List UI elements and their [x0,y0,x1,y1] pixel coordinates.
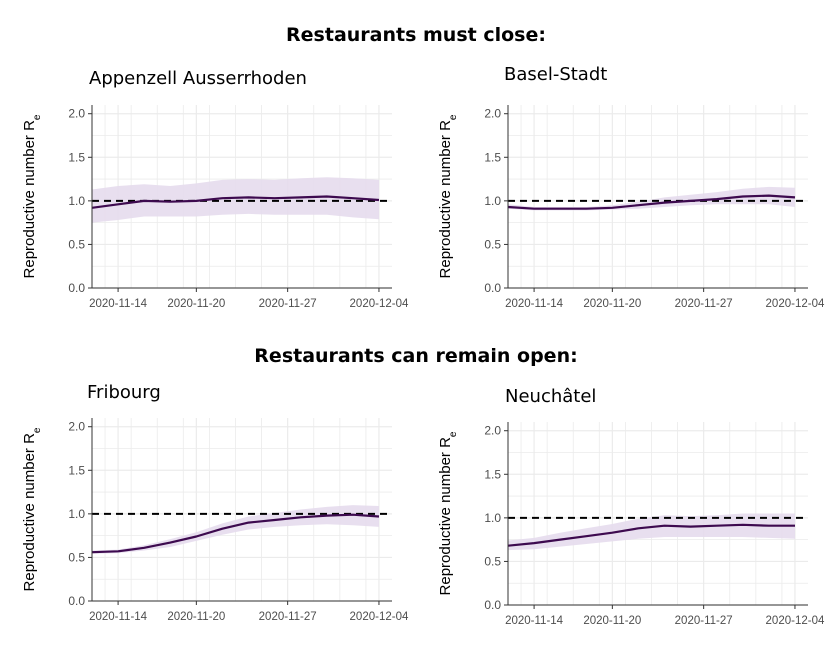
x-tick-label: 2020-11-14 [505,298,564,310]
chart-neuchatel: 0.0 0.5 1.0 1.5 2.0 2020-11-14 2020-11-20 2020-… [437,422,825,627]
y-tick-label: 1.0 [68,507,85,521]
y-tick-label: 0.0 [68,594,85,608]
x-tick-label: 2020-11-27 [675,615,733,627]
y-axis-title: Reproductive number Re [21,427,43,591]
confidence-band [92,177,379,223]
y-tick-label: 1.5 [68,463,85,477]
y-tick-label: 2.0 [484,107,501,121]
y-tick-label: 0.5 [484,237,501,251]
x-tick-label: 2020-12-04 [766,615,825,627]
x-tick-label: 2020-11-14 [89,298,148,310]
confidence-band [508,186,795,211]
y-tick-label: 0.5 [68,550,85,564]
x-tick-label: 2020-11-20 [583,298,641,310]
chart-basel-stadt: 0.0 0.5 1.0 1.5 2.0 2020-11-14 2020-11-20 2020-… [437,105,825,310]
y-tick-label: 1.0 [484,511,501,525]
x-tick-label: 2020-12-04 [350,611,409,623]
y-axis-title-subscript: e [448,431,459,437]
chart-appenzell-ausserrhoden: 0.0 0.5 1.0 1.5 2.0 2020-11-14 2020-11-20 2020-… [21,105,409,310]
y-tick-label: 1.5 [68,150,85,164]
panel-title-basel: Basel-Stadt [504,64,608,85]
series-line [91,195,380,209]
x-tick-label: 2020-11-20 [583,615,641,627]
panel-title-neuchatel: Neuchâtel [505,386,597,407]
panel-title-fribourg: Fribourg [87,382,161,403]
y-axis-title: Reproductive number Re [21,114,43,278]
y-tick-label: 0.5 [68,237,85,251]
series-line [507,194,796,210]
heading-restaurants-must-close: Restaurants must close: [286,24,546,46]
x-tick-label: 2020-11-27 [675,298,733,310]
y-axis-title-main: Reproductive number R [21,433,38,592]
y-axis-title-main: Reproductive number R [437,437,454,596]
y-axis-title: Reproductive number Re [437,114,459,278]
y-tick-label: 1.0 [68,194,85,208]
y-tick-label: 1.5 [484,467,501,481]
y-axis-title-subscript: e [32,427,43,433]
heading-restaurants-can-remain-open: Restaurants can remain open: [254,345,578,367]
x-tick-label: 2020-11-27 [259,298,317,310]
y-tick-label: 1.0 [484,194,501,208]
y-axis-title-subscript: e [448,114,459,120]
x-tick-label: 2020-11-14 [89,611,148,623]
y-axis-title-main: Reproductive number R [21,120,38,279]
y-axis-title-subscript: e [32,114,43,120]
y-tick-label: 0.0 [484,281,501,295]
y-tick-label: 0.0 [484,598,501,612]
x-tick-label: 2020-11-20 [167,298,225,310]
series-line [507,523,795,547]
series-line [91,513,380,554]
x-tick-label: 2020-12-04 [766,298,825,310]
y-tick-label: 2.0 [68,107,85,121]
y-tick-label: 2.0 [484,424,501,438]
confidence-band [508,513,795,551]
chart-fribourg: 0.0 0.5 1.0 1.5 2.0 2020-11-14 2020-11-20 2020-… [21,418,409,623]
x-tick-label: 2020-11-20 [167,611,225,623]
y-axis-title: Reproductive number Re [437,431,459,595]
y-axis-title-main: Reproductive number R [437,120,454,279]
x-tick-label: 2020-11-27 [259,611,317,623]
y-tick-label: 0.5 [484,554,501,568]
panel-title-appenzell: Appenzell Ausserrhoden [89,68,307,89]
y-tick-label: 2.0 [68,420,85,434]
x-tick-label: 2020-12-04 [350,298,409,310]
y-tick-label: 1.5 [484,150,501,164]
y-tick-label: 0.0 [68,281,85,295]
x-tick-label: 2020-11-14 [505,615,564,627]
